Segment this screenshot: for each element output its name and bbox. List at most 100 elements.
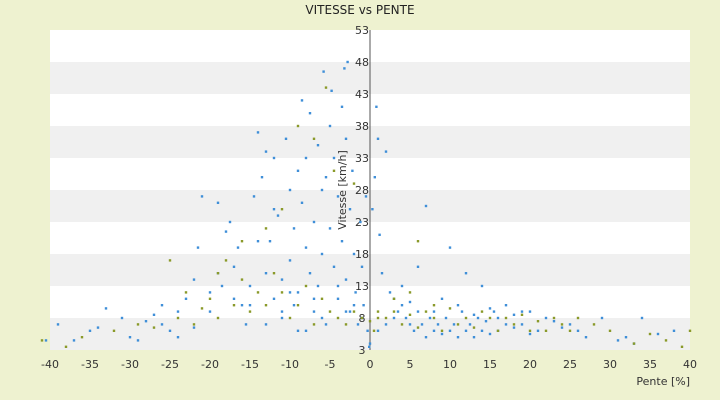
data-point [72, 339, 76, 342]
data-point [352, 310, 356, 313]
data-point [152, 313, 156, 316]
data-point [340, 240, 344, 243]
data-point [232, 304, 236, 307]
data-point [264, 304, 268, 307]
data-point [373, 176, 376, 179]
data-point [520, 310, 524, 313]
data-points [40, 60, 692, 348]
data-point [371, 208, 374, 211]
data-point [316, 284, 320, 288]
data-point [264, 323, 268, 326]
data-point [544, 316, 548, 320]
data-point [328, 227, 332, 230]
data-point [330, 89, 333, 92]
data-point [376, 310, 380, 313]
data-point [408, 300, 412, 304]
data-point [136, 339, 140, 342]
data-point [512, 326, 516, 329]
data-point [232, 297, 236, 300]
data-point [208, 297, 212, 300]
data-point [236, 246, 240, 249]
data-point [216, 272, 220, 275]
data-point [624, 336, 628, 339]
data-point [412, 329, 416, 332]
data-point [492, 310, 496, 313]
y-tick-label: 38 [355, 120, 369, 133]
data-point [672, 329, 676, 332]
data-point [568, 323, 572, 326]
data-point [324, 323, 328, 326]
data-point [244, 323, 248, 326]
data-point [200, 195, 204, 198]
data-point [384, 316, 388, 320]
data-point [484, 320, 488, 323]
data-point [378, 233, 381, 236]
data-point [296, 304, 300, 307]
data-point [343, 67, 346, 70]
x-tick-label: -40 [41, 358, 59, 371]
data-point [476, 316, 480, 320]
data-point [408, 323, 412, 326]
data-point [432, 316, 436, 320]
data-point [344, 137, 348, 140]
data-point [248, 310, 252, 313]
data-point [376, 316, 380, 320]
data-point [416, 310, 420, 313]
data-point [64, 345, 68, 348]
data-point [348, 208, 352, 211]
y-axis-label: Vitesse [km/h] [336, 150, 349, 230]
x-tick-label: 5 [407, 358, 414, 371]
data-point [488, 332, 492, 336]
y-tick-label: 48 [355, 56, 369, 69]
data-point [192, 278, 196, 281]
data-point [332, 265, 336, 268]
data-point [322, 70, 325, 73]
data-point [304, 156, 308, 160]
data-point [300, 201, 304, 204]
data-point [444, 316, 448, 320]
data-point [320, 252, 324, 256]
data-point [120, 316, 124, 320]
data-point [472, 313, 476, 316]
data-point [332, 169, 336, 172]
data-point [264, 272, 268, 275]
data-point [424, 310, 428, 313]
data-point [436, 323, 440, 326]
x-tick-label: -30 [121, 358, 139, 371]
y-tick-label: 13 [355, 280, 369, 293]
data-point [80, 336, 84, 339]
data-point [460, 310, 464, 313]
data-point [284, 137, 288, 140]
data-point [304, 284, 308, 288]
data-point [248, 284, 252, 288]
data-point [432, 329, 436, 332]
x-tick-label: 30 [603, 358, 617, 371]
data-point [296, 169, 300, 172]
data-point [488, 316, 492, 320]
data-point [264, 227, 268, 230]
data-point [136, 323, 140, 326]
data-point [252, 195, 256, 198]
data-point [336, 297, 340, 300]
data-point [416, 240, 420, 243]
data-point [272, 156, 276, 160]
data-point [359, 220, 362, 224]
data-point [340, 105, 344, 108]
x-tick-labels: -40 -35 -30 -25 -20 -15 -10 -5 0 5 10 15 20 25 30 35 40 [41, 358, 697, 371]
data-point [256, 291, 260, 294]
data-point [176, 316, 180, 320]
x-tick-label: -20 [201, 358, 219, 371]
data-point [456, 323, 460, 326]
data-point [544, 329, 548, 332]
data-point [376, 137, 380, 140]
data-point [346, 60, 349, 64]
data-point [400, 304, 404, 307]
data-point [344, 310, 348, 313]
data-point [192, 326, 196, 329]
data-point [216, 316, 220, 320]
data-point [336, 316, 340, 320]
data-point [292, 227, 296, 230]
x-axis-label: Pente [%] [636, 375, 690, 388]
